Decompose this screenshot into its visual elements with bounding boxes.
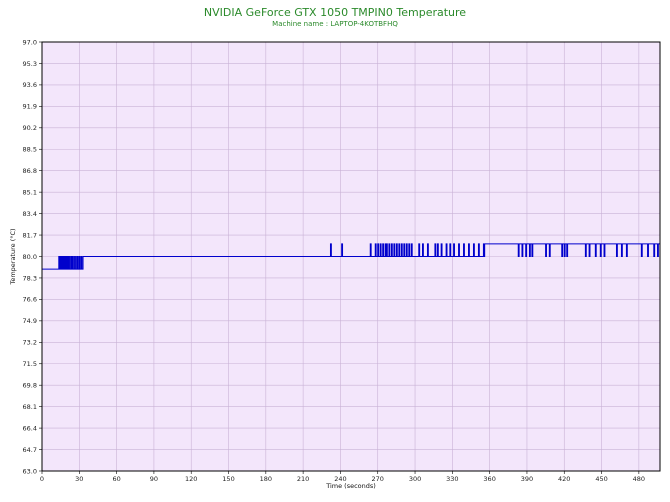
x-tick-label: 300: [409, 475, 421, 483]
y-tick-labels: 63.0 64.7 66.4 68.1 69.8 71.5 73.2 74.9 76.6 78.3…: [23, 38, 42, 475]
y-tick-label: 78.3: [23, 274, 37, 282]
x-tick-label: 450: [595, 475, 607, 483]
y-tick-label: 90.2: [23, 124, 37, 132]
y-tick-label: 66.4: [23, 424, 37, 432]
y-tick-label: 93.6: [23, 81, 37, 89]
x-tick-label: 0: [40, 475, 44, 483]
y-tick-label: 86.8: [23, 167, 37, 175]
y-tick-label: 64.7: [23, 446, 37, 454]
x-tick-label: 240: [334, 475, 346, 483]
y-tick-label: 81.7: [23, 231, 37, 239]
plot-frame: [41, 41, 661, 472]
x-tick-labels: 0 30 60 90 120 150 180 210 240 270 300 330 360 390 420…: [40, 471, 645, 483]
x-tick-label: 330: [446, 475, 458, 483]
x-tick-label: 60: [112, 475, 120, 483]
x-tick-label: 420: [558, 475, 570, 483]
x-tick-label: 270: [372, 475, 384, 483]
x-tick-label: 120: [185, 475, 197, 483]
chart-subtitle: Machine name : LAPTOP-4KOTBFHQ: [272, 20, 398, 28]
x-tick-label: 90: [150, 475, 158, 483]
y-tick-label: 74.9: [23, 317, 37, 325]
y-tick-label: 88.5: [23, 146, 37, 154]
x-tick-label: 390: [521, 475, 533, 483]
x-axis-label: Time (seconds): [325, 482, 376, 490]
y-tick-label: 83.4: [23, 210, 37, 218]
y-tick-label: 76.6: [23, 296, 37, 304]
y-tick-label: 69.8: [23, 382, 37, 390]
x-tick-label: 150: [222, 475, 234, 483]
y-tick-label: 97.0: [23, 38, 37, 46]
x-tick-label: 480: [633, 475, 645, 483]
x-tick-label: 180: [260, 475, 272, 483]
y-tick-label: 85.1: [23, 188, 37, 196]
temperature-series-line: [42, 243, 660, 270]
chart-title: NVIDIA GeForce GTX 1050 TMPIN0 Temperatu…: [203, 6, 467, 19]
y-axis-label: Temperature (°C): [9, 228, 17, 285]
x-tick-label: 30: [75, 475, 83, 483]
y-tick-label: 63.0: [23, 467, 37, 475]
y-tick-label: 73.2: [23, 339, 37, 347]
y-tick-label: 95.3: [23, 60, 37, 68]
y-tick-label: 80.0: [23, 253, 37, 261]
x-tick-label: 360: [483, 475, 495, 483]
y-tick-label: 68.1: [23, 403, 37, 411]
x-tick-label: 210: [297, 475, 309, 483]
y-tick-label: 91.9: [23, 103, 37, 111]
y-tick-label: 71.5: [23, 360, 37, 368]
